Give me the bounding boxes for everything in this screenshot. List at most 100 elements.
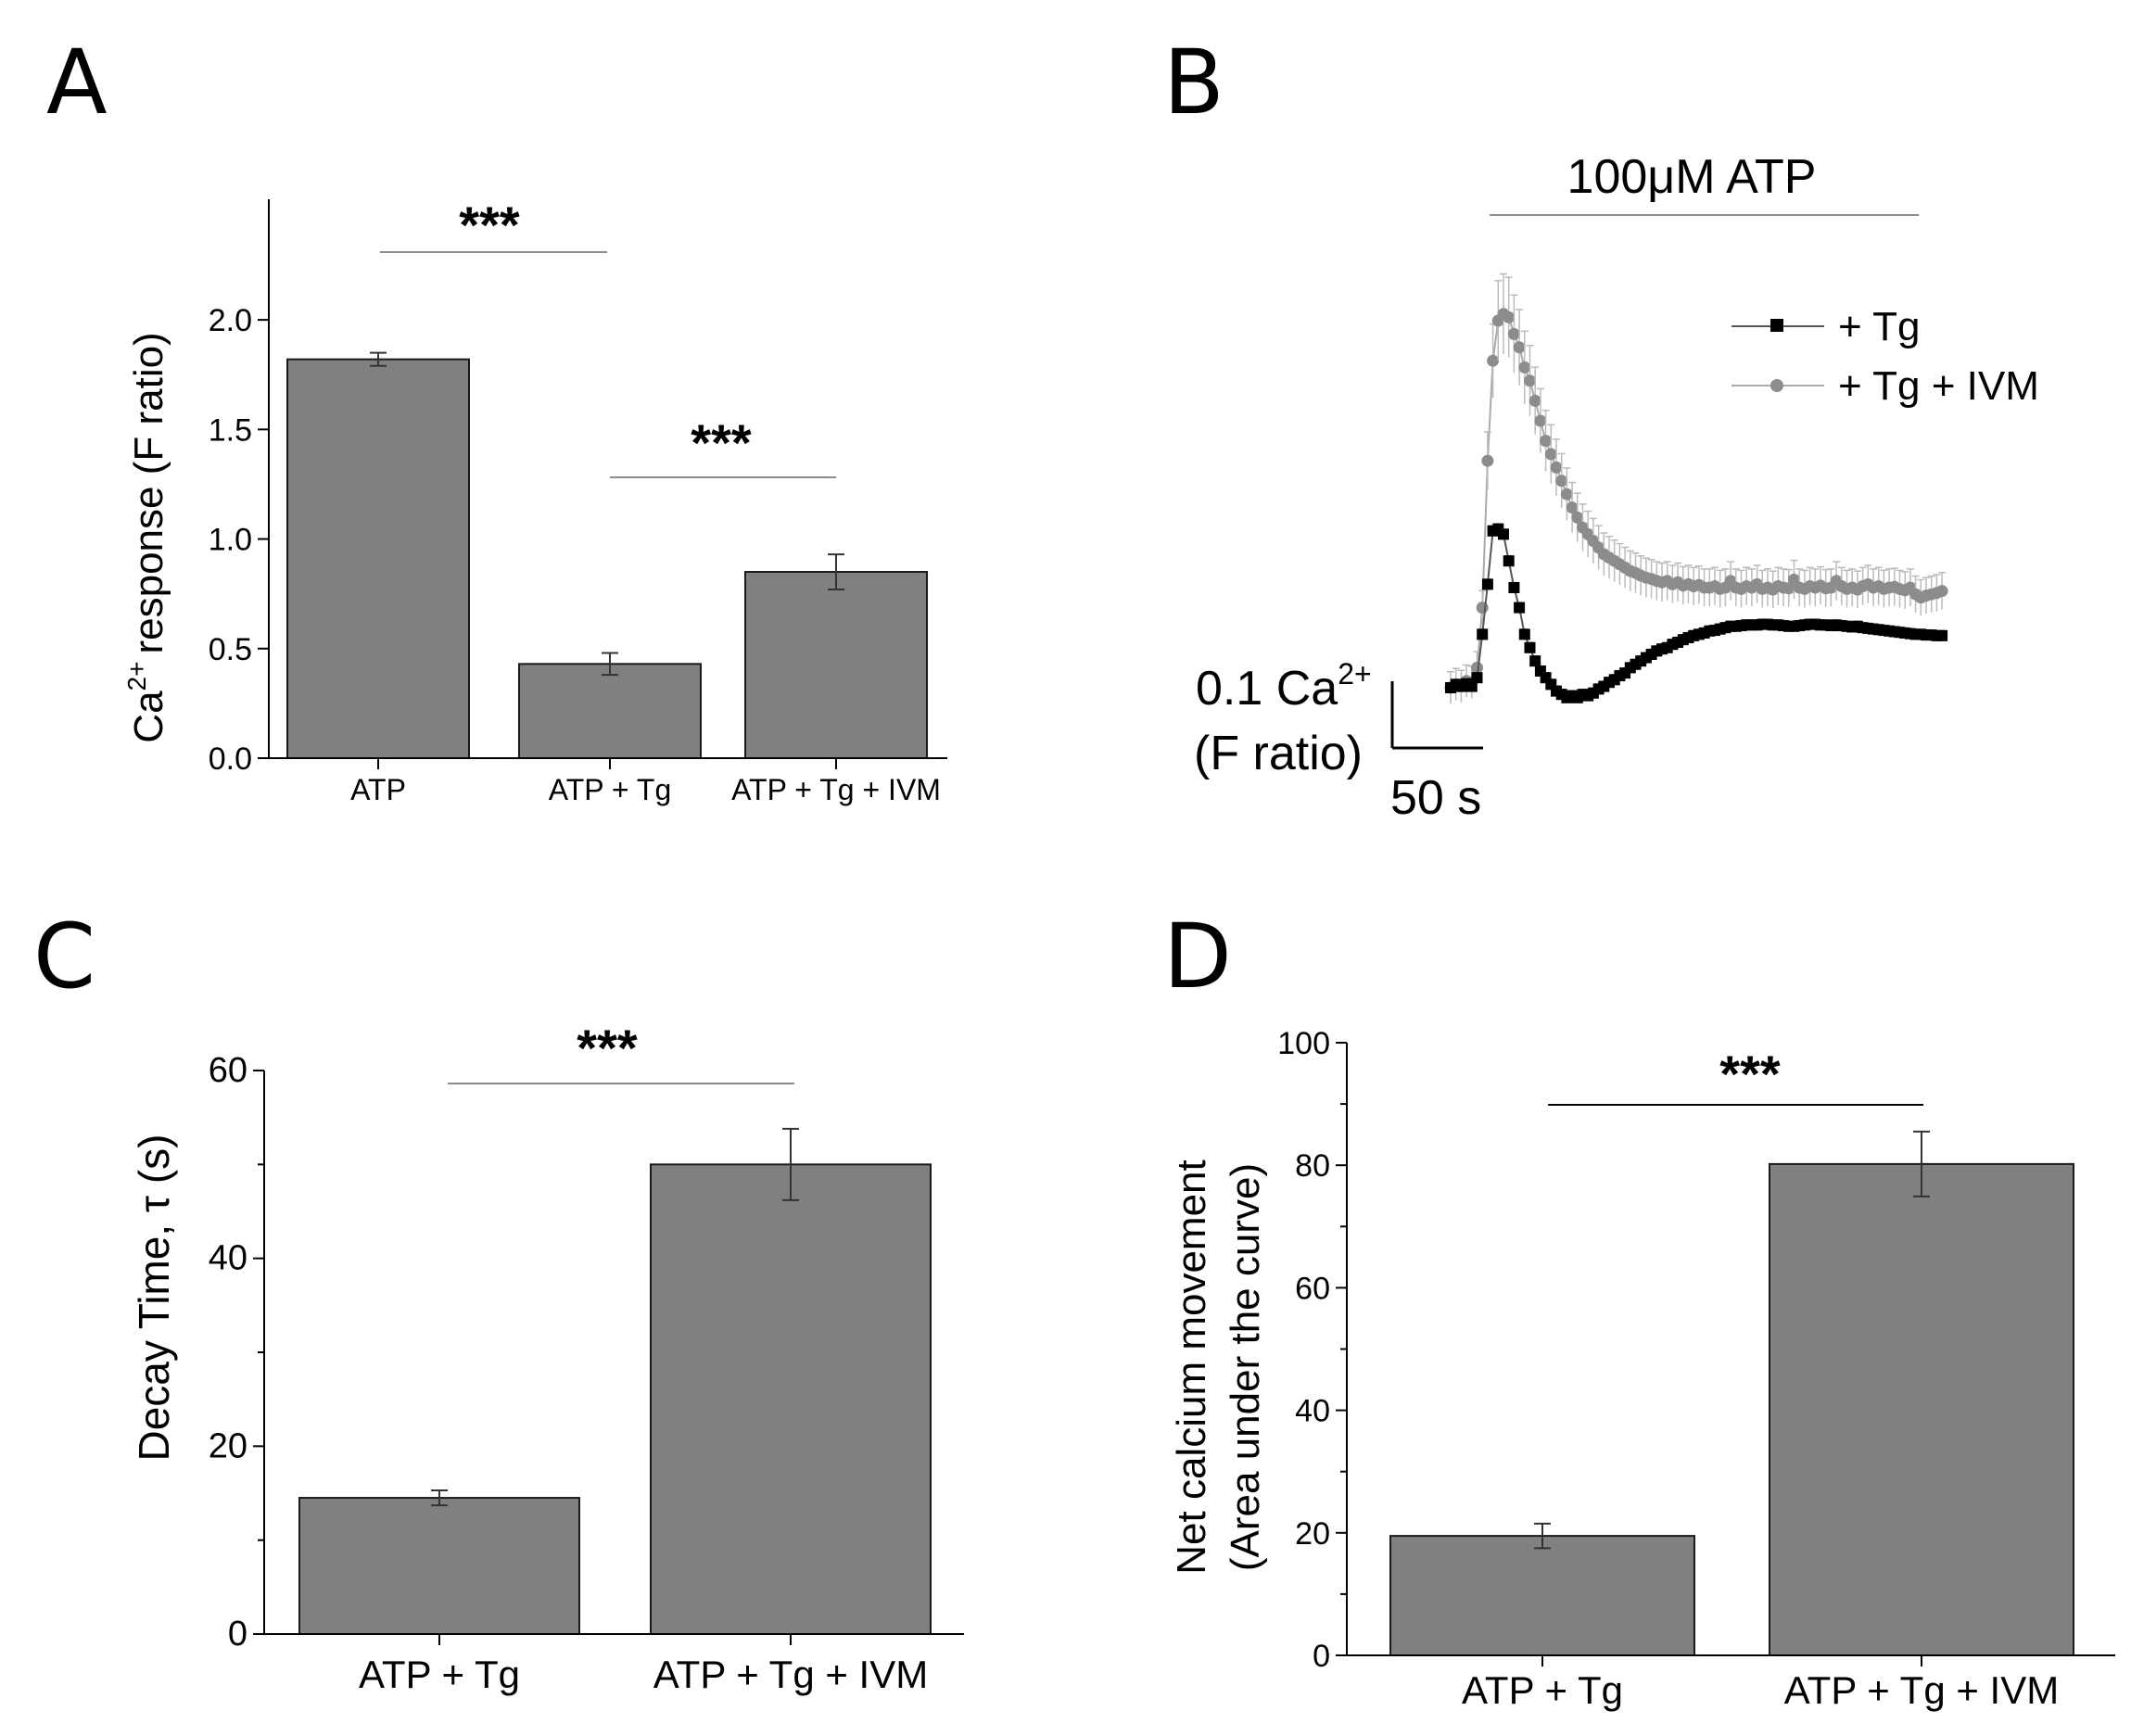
trace-0-point-4 bbox=[1465, 680, 1478, 692]
legend-marker-tg bbox=[1770, 319, 1783, 332]
trace-1-point-18 bbox=[1540, 435, 1553, 448]
panel-a-significance-1: *** bbox=[459, 196, 520, 254]
panel-b-scale-bar: 0.1 Ca2+ (F ratio) 50 s bbox=[1194, 657, 1483, 825]
category-label-1: ATP + Tg + IVM bbox=[1784, 1668, 2059, 1712]
panel-b-traces bbox=[1444, 272, 1948, 704]
panel-d-y-axis-label-line1: Net calcium movement bbox=[1169, 1159, 1214, 1574]
panel-d-chart: 0 20 40 60 80 100 ATP + Tg ATP + Tg + IVM Net c… bbox=[1169, 1026, 2115, 1712]
scale-bar-y-label-line1: 0.1 Ca2+ bbox=[1196, 657, 1372, 716]
panel-d-axes: 0 20 40 60 80 100 ATP + Tg ATP + Tg + IVM bbox=[1277, 1026, 2115, 1712]
trace-1-point-17 bbox=[1534, 414, 1547, 427]
y-tick-label: 0 bbox=[228, 1615, 247, 1654]
panel-c-axes: 0 20 40 60 ATP + Tg ATP + Tg + IVM bbox=[209, 1051, 964, 1696]
trace-1-point-6 bbox=[1476, 602, 1489, 615]
scale-bar-y-label-line2: (F ratio) bbox=[1194, 727, 1363, 780]
trace-0-point-16 bbox=[1529, 655, 1541, 667]
trace-0-point-11 bbox=[1503, 555, 1515, 567]
trace-0-point-13 bbox=[1514, 602, 1526, 614]
trace-1-point-19 bbox=[1544, 448, 1557, 461]
panel-d-bars bbox=[1389, 1104, 2074, 1657]
panel-a-bars bbox=[286, 251, 928, 760]
trace-1-point-8 bbox=[1487, 354, 1500, 367]
bar-0 bbox=[298, 1497, 580, 1635]
panel-b-chart: 100μM ATP + Tg + Tg + IVM 0.1 Ca2+ (F ra… bbox=[1194, 150, 2039, 825]
y-tick-label: 1.5 bbox=[209, 412, 252, 448]
trace-1-point-5 bbox=[1471, 661, 1483, 674]
trace-0-point-14 bbox=[1518, 628, 1530, 640]
bar-0 bbox=[286, 358, 470, 759]
panel-d-significance: *** bbox=[1719, 1045, 1781, 1103]
y-tick-label: 0 bbox=[1313, 1639, 1330, 1674]
trace-0-point-7 bbox=[1481, 578, 1493, 590]
trace-0-point-15 bbox=[1524, 641, 1536, 653]
category-label-0: ATP bbox=[350, 773, 406, 806]
trace-1-point-11 bbox=[1503, 310, 1516, 323]
panel-letter-d: D bbox=[1163, 905, 1232, 1008]
panel-a-significance-2: *** bbox=[691, 413, 752, 472]
scale-y-prefix: 0.1 Ca bbox=[1196, 662, 1338, 716]
trace-0-point-12 bbox=[1508, 582, 1520, 593]
bar-0 bbox=[1389, 1535, 1695, 1656]
y-tick-label: 20 bbox=[1295, 1516, 1330, 1552]
y-tick-label: 40 bbox=[209, 1239, 247, 1278]
trace-1-point-22 bbox=[1560, 488, 1573, 501]
bar-2 bbox=[744, 571, 928, 759]
trace-1-point-12 bbox=[1507, 327, 1520, 340]
trace-1-point-16 bbox=[1528, 394, 1541, 407]
y-tick-label: 80 bbox=[1295, 1148, 1330, 1184]
trace-0-point-6 bbox=[1477, 628, 1489, 640]
y-tick-label: 2.0 bbox=[209, 303, 252, 338]
bar-1 bbox=[650, 1163, 932, 1636]
panel-a-axes: 0.0 0.5 1.0 1.5 2.0 ATP ATP + Tg ATP + Tg + IVM bbox=[209, 199, 947, 806]
y-tick-label: 100 bbox=[1277, 1026, 1330, 1061]
trace-1-point-13 bbox=[1513, 341, 1526, 354]
category-label-1: ATP + Tg bbox=[549, 773, 672, 806]
legend-label-tg: + Tg bbox=[1838, 304, 1920, 349]
trace-1-point-64 bbox=[1782, 582, 1795, 595]
trace-1-point-7 bbox=[1481, 454, 1494, 467]
panel-b-title: 100μM ATP bbox=[1567, 150, 1817, 204]
panel-c-chart: 0 20 40 60 ATP + Tg ATP + Tg + IVM Decay Time… bbox=[130, 1019, 964, 1696]
category-label-0: ATP + Tg bbox=[1462, 1668, 1623, 1712]
trace-0-point-10 bbox=[1498, 528, 1509, 540]
trace-line-0 bbox=[1450, 527, 1943, 699]
y-tick-label: 60 bbox=[209, 1051, 247, 1090]
y-tick-label: 40 bbox=[1295, 1394, 1330, 1429]
legend-marker-tg-ivm bbox=[1770, 379, 1783, 392]
panel-letter-a: A bbox=[46, 31, 108, 134]
panel-a-ylabel-prefix: Ca bbox=[126, 691, 171, 743]
trace-0-point-5 bbox=[1471, 672, 1483, 684]
scale-bar-x-label: 50 s bbox=[1390, 771, 1481, 825]
y-tick-label: 1.0 bbox=[209, 523, 252, 558]
panel-a-chart: 0.0 0.5 1.0 1.5 2.0 ATP ATP + Tg ATP + Tg + IVM… bbox=[122, 196, 947, 806]
y-tick-label: 0.5 bbox=[209, 632, 252, 667]
panel-a-ylabel-rest: response (F ratio) bbox=[126, 332, 171, 653]
trace-1-point-14 bbox=[1518, 361, 1531, 374]
panel-a-ylabel-sup: 2+ bbox=[122, 662, 151, 691]
legend-label-tg-ivm: + Tg + IVM bbox=[1838, 363, 2039, 409]
panel-c-y-axis-label: Decay Time, τ (s) bbox=[130, 1134, 178, 1462]
trace-1-point-23 bbox=[1566, 501, 1579, 514]
bar-1 bbox=[1769, 1162, 2074, 1657]
trace-1-point-21 bbox=[1555, 475, 1568, 488]
trace-0-point-93 bbox=[1936, 629, 1948, 641]
bar-1 bbox=[518, 663, 702, 760]
panel-c-bars bbox=[298, 1083, 932, 1636]
panel-b-legend: + Tg + Tg + IVM bbox=[1731, 304, 2039, 409]
category-label-1: ATP + Tg + IVM bbox=[653, 1653, 928, 1696]
y-tick-label: 20 bbox=[209, 1426, 247, 1465]
y-tick-label: 0.0 bbox=[209, 741, 252, 777]
panel-a-y-axis-label: Ca2+ response (F ratio) bbox=[122, 332, 171, 742]
trace-1-point-24 bbox=[1571, 511, 1584, 524]
panel-d-y-axis-label-line2: (Area under the curve) bbox=[1223, 1163, 1268, 1571]
category-label-2: ATP + Tg + IVM bbox=[731, 773, 941, 806]
trace-1-point-20 bbox=[1550, 461, 1563, 474]
panel-letter-b: B bbox=[1163, 31, 1224, 134]
y-tick-label: 60 bbox=[1295, 1271, 1330, 1306]
category-label-0: ATP + Tg bbox=[359, 1653, 520, 1696]
trace-1-point-93 bbox=[1935, 585, 1948, 598]
panel-letter-c: C bbox=[33, 905, 95, 1008]
panel-c-significance: *** bbox=[577, 1019, 638, 1077]
scale-y-sup: 2+ bbox=[1338, 657, 1371, 691]
